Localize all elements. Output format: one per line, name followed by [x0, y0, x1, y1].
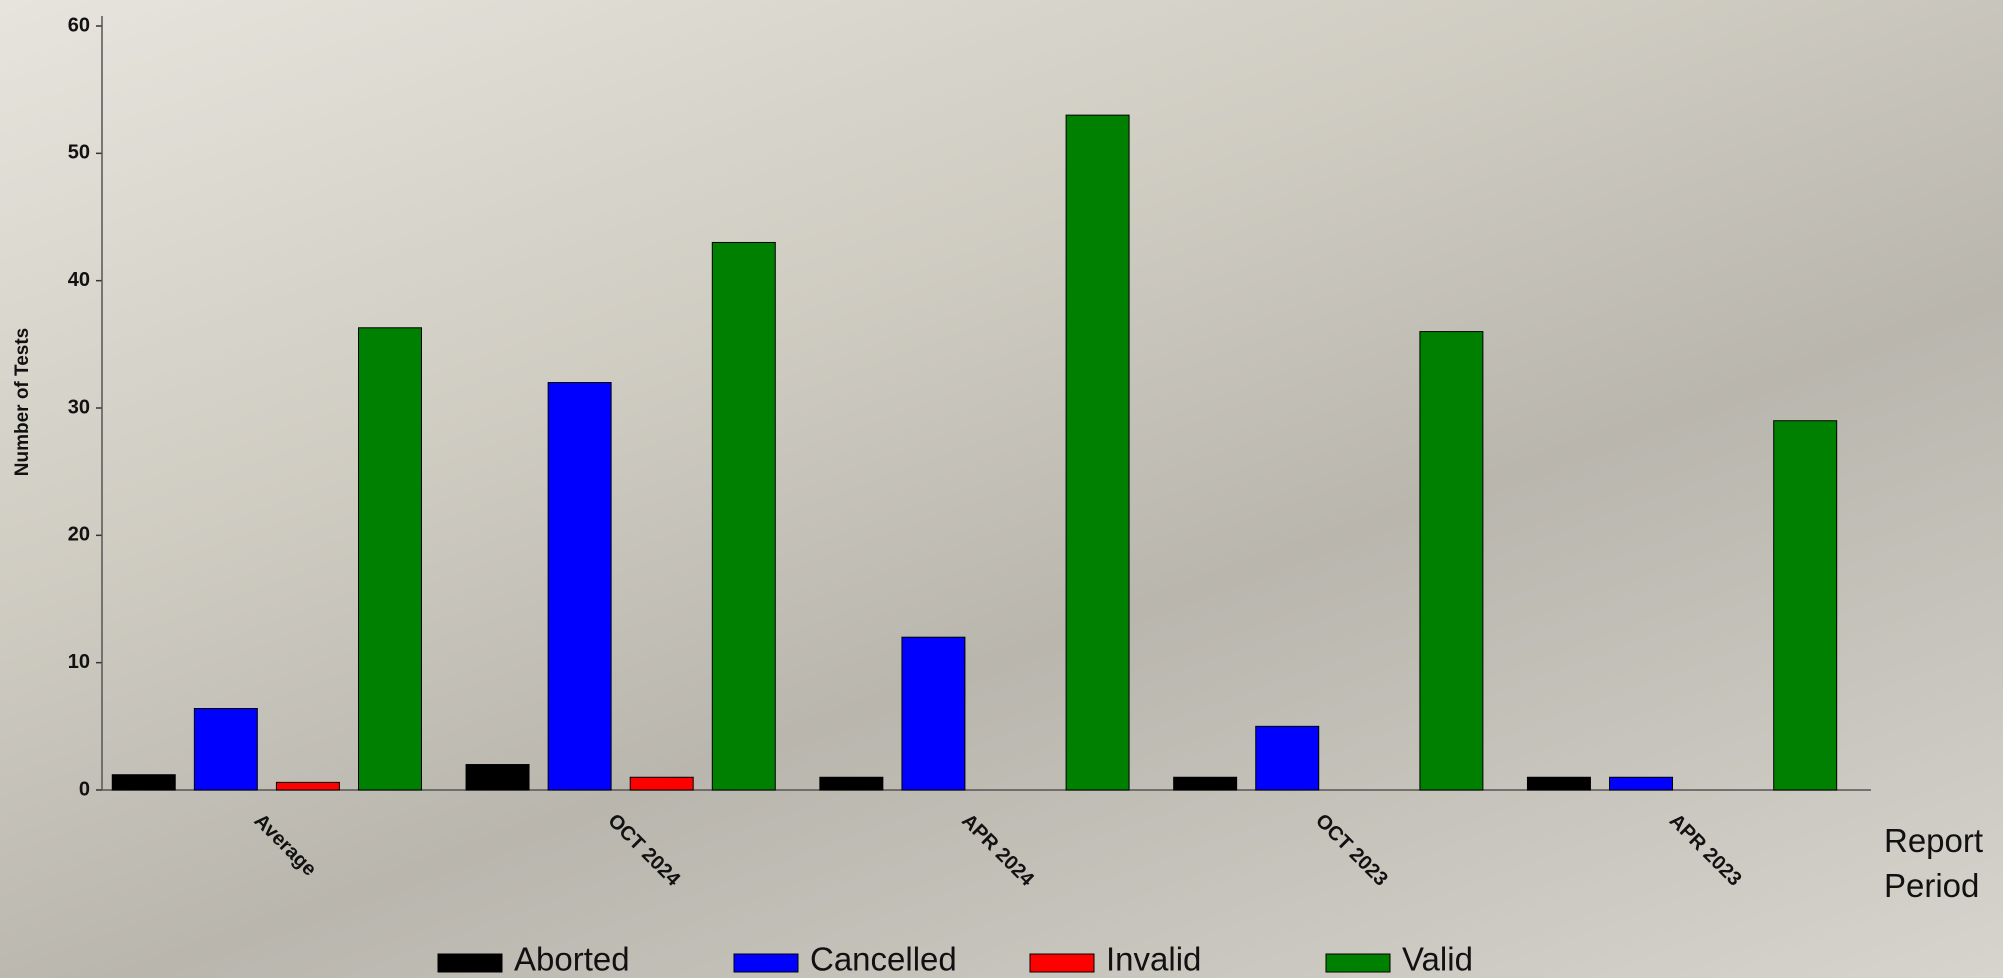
- x-tick-label: OCT 2023: [1311, 810, 1392, 891]
- legend-label: Cancelled: [810, 941, 957, 978]
- bar: [901, 636, 966, 791]
- legend-label: Valid: [1402, 941, 1473, 978]
- bar: [1609, 776, 1674, 791]
- bar: [1255, 725, 1320, 791]
- y-tick-label: 40: [68, 269, 90, 291]
- legend-swatch: [733, 953, 799, 973]
- bar: [465, 764, 530, 791]
- bar: [193, 708, 258, 791]
- legend-label: Aborted: [514, 941, 630, 978]
- bar: [547, 382, 612, 791]
- bar: [111, 774, 176, 791]
- x-tick-label: APR 2023: [1665, 810, 1746, 891]
- y-tick-label: 10: [68, 651, 90, 673]
- y-axis-label: Number of Tests: [12, 328, 33, 477]
- bar: [629, 776, 694, 791]
- y-tick-label: 0: [79, 778, 90, 800]
- bar: [1173, 776, 1238, 791]
- legend-swatch: [1325, 953, 1391, 973]
- x-tick-label: Average: [250, 810, 321, 881]
- bar: [1419, 331, 1484, 791]
- legend-label: Invalid: [1106, 941, 1201, 978]
- y-tick-label: 50: [68, 142, 90, 164]
- bar: [819, 776, 884, 791]
- y-tick-label: 30: [68, 396, 90, 418]
- bar: [1065, 114, 1130, 791]
- y-tick-label: 60: [68, 14, 90, 36]
- bar: [358, 327, 422, 791]
- bar: [711, 241, 776, 791]
- x-tick-label: APR 2024: [957, 810, 1038, 891]
- bar: [275, 781, 340, 791]
- bar: [1773, 420, 1838, 791]
- legend-swatch: [437, 953, 503, 973]
- x-tick-label: OCT 2024: [603, 810, 684, 891]
- y-tick-label: 20: [68, 524, 90, 546]
- x-axis-label: Report Period: [1884, 822, 1984, 904]
- bar: [1526, 776, 1591, 791]
- legend-swatch: [1029, 953, 1095, 973]
